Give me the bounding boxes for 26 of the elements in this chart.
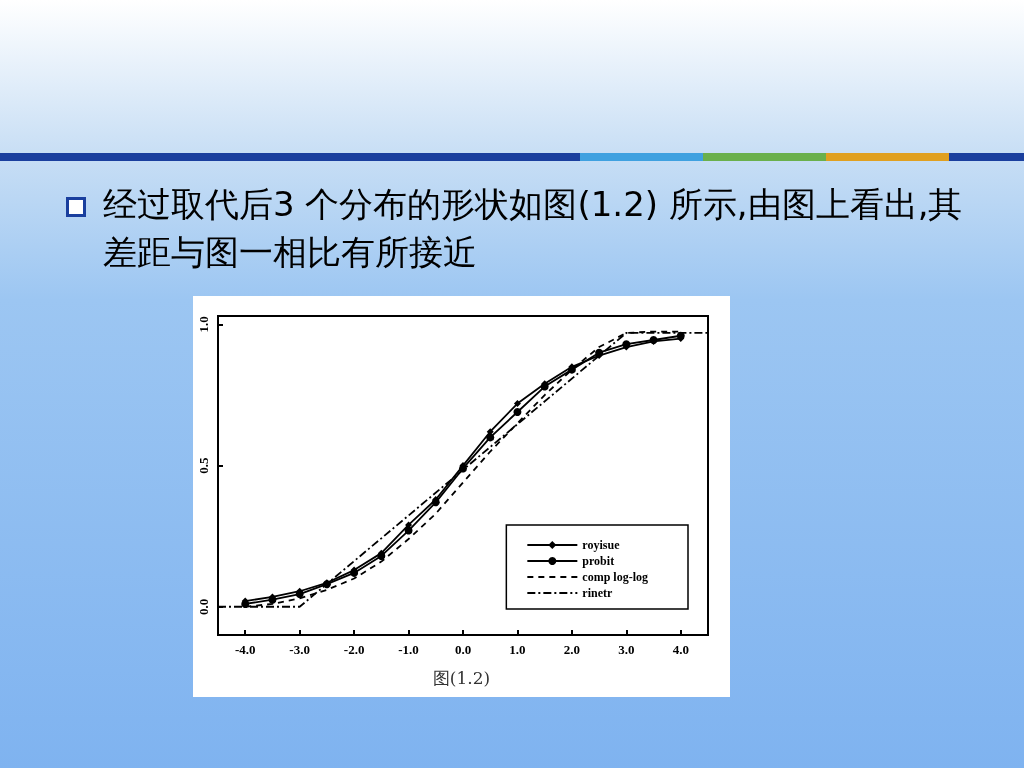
point <box>295 590 304 599</box>
legend-label: probit <box>582 554 615 568</box>
x-tick-label: 3.0 <box>618 642 635 657</box>
chart-title: 经过取代后3 个分布的形状如图(1.2) 所示,由图上看出,其差距与图一相比有所接近 <box>103 183 963 274</box>
x-tick-label: -1.0 <box>398 642 419 657</box>
point <box>513 407 522 416</box>
point <box>486 433 495 442</box>
legend-label: comp log-log <box>582 570 649 584</box>
legend-label: rinetr <box>582 586 613 600</box>
text: 图(1.2) <box>432 667 491 688</box>
point <box>676 331 685 340</box>
point <box>513 400 521 408</box>
point <box>431 498 440 507</box>
x-tick-label: 1.0 <box>509 642 526 657</box>
y-tick-label: 0.0 <box>196 598 211 615</box>
x-tick-label: -3.0 <box>289 642 310 657</box>
y-tick-label: 0.5 <box>196 456 211 474</box>
x-tick-label: 4.0 <box>672 642 689 657</box>
point <box>404 526 413 535</box>
y-tick-label: 1.0 <box>196 316 211 333</box>
x-tick-label: -4.0 <box>234 642 256 657</box>
legend-label: royisue <box>582 538 621 552</box>
x-tick-label: -2.0 <box>343 642 365 657</box>
point <box>595 348 604 357</box>
x-tick-label: 2.0 <box>563 642 581 657</box>
x-tick-label: 0.0 <box>454 642 472 657</box>
